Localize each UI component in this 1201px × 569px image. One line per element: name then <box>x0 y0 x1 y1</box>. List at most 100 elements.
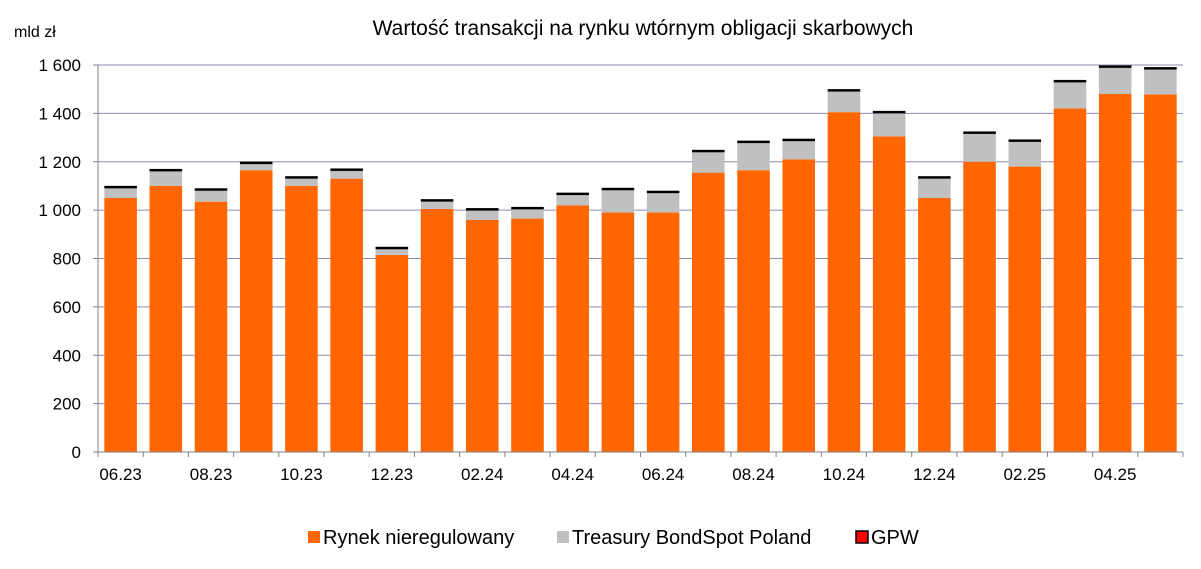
bar-segment-2 <box>1008 141 1042 167</box>
legend-label-2: Treasury BondSpot Poland <box>572 527 811 549</box>
x-tick-label: 08.24 <box>732 465 775 484</box>
bars <box>104 65 1177 453</box>
x-tick-label: 10.23 <box>280 465 323 484</box>
bar-segment-2 <box>285 178 318 186</box>
bar-segment-3 <box>465 208 499 211</box>
x-tick-label: 02.25 <box>1003 465 1046 484</box>
y-tick-label: 200 <box>53 395 81 414</box>
y-tick-label: 1 600 <box>38 56 81 75</box>
bar-segment-2 <box>1053 82 1087 109</box>
y-axis-unit-label: mld zł <box>14 24 56 41</box>
bar-segment-2 <box>963 133 996 162</box>
y-tick-label: 1 400 <box>38 104 81 123</box>
y-tick-label: 1 000 <box>38 201 81 220</box>
bar-segment-1 <box>1008 166 1042 452</box>
bar-segment-2 <box>601 190 635 213</box>
bar-segment-1 <box>918 198 951 452</box>
chart-title: Wartość transakcji na rynku wtórnym obli… <box>373 17 914 40</box>
y-tick-label: 800 <box>53 250 81 269</box>
bar-segment-1 <box>737 170 770 452</box>
axes <box>93 64 1184 457</box>
bar-segment-1 <box>420 208 454 452</box>
bar-segment-3 <box>420 199 454 202</box>
bar-segment-3 <box>1053 79 1087 83</box>
bar-segment-2 <box>330 170 363 179</box>
bar-segment-1 <box>646 212 680 452</box>
bar-segment-2 <box>375 249 409 255</box>
bar-segment-3 <box>963 131 996 134</box>
x-tick-label: 08.23 <box>190 465 233 484</box>
bar-segment-1 <box>827 112 861 453</box>
x-tick-label: 04.24 <box>551 465 594 484</box>
x-tick-label: 06.23 <box>99 465 142 484</box>
legend-swatch-3 <box>855 530 869 544</box>
bar-segment-3 <box>782 138 816 142</box>
bar-segment-2 <box>737 143 770 171</box>
y-tick-label: 400 <box>53 346 81 365</box>
bar-segment-1 <box>285 185 318 452</box>
bar-segment-2 <box>465 210 499 220</box>
legend-swatch-1 <box>308 531 320 543</box>
bar-segment-1 <box>963 161 996 452</box>
bar-segment-1 <box>782 159 816 453</box>
bar-segment-2 <box>827 91 861 113</box>
bar-segment-2 <box>556 195 589 206</box>
legend: Rynek nieregulowany Treasury BondSpot Pol… <box>308 527 919 549</box>
bar-segment-1 <box>1053 108 1087 452</box>
bar-segment-2 <box>1144 69 1177 95</box>
bar-segment-2 <box>239 164 273 171</box>
bar-segment-3 <box>827 89 861 92</box>
bar-segment-2 <box>1098 67 1132 95</box>
bar-segment-3 <box>194 188 228 191</box>
bar-segment-1 <box>511 218 544 452</box>
bar-segment-3 <box>1098 65 1132 68</box>
x-tick-label: 06.24 <box>642 465 685 484</box>
bar-segment-2 <box>646 193 680 213</box>
bar-segment-3 <box>330 168 363 171</box>
bar-segment-1 <box>1098 94 1132 453</box>
y-tick-label: 1 200 <box>38 153 81 172</box>
bar-segment-3 <box>511 206 544 210</box>
bar-segment-2 <box>918 178 951 199</box>
gridlines <box>98 64 1183 405</box>
bar-segment-3 <box>104 185 137 189</box>
y-tick-labels: 0 200 400 600 800 1 000 1 200 1 400 1 600 <box>38 56 81 462</box>
bar-segment-2 <box>511 209 544 219</box>
bar-segment-3 <box>149 168 183 172</box>
y-tick-label: 600 <box>53 298 81 317</box>
bar-segment-1 <box>330 178 363 452</box>
x-tick-label: 12.23 <box>371 465 414 484</box>
x-tick-label: 02.24 <box>461 465 504 484</box>
bar-segment-3 <box>692 149 725 153</box>
bar-segment-3 <box>737 140 770 144</box>
legend-swatch-2 <box>557 531 569 543</box>
bar-segment-1 <box>1144 94 1177 452</box>
x-tick-labels: 06.23 08.23 10.23 12.23 02.24 04.24 06.24 08.24… <box>99 465 1136 484</box>
bar-segment-1 <box>601 212 635 452</box>
bar-segment-1 <box>556 205 589 452</box>
bar-segment-1 <box>104 198 137 452</box>
bar-segment-2 <box>194 190 228 202</box>
bar-segment-2 <box>872 113 906 137</box>
bar-segment-3 <box>239 161 273 165</box>
legend-label-1: Rynek nieregulowany <box>323 527 514 549</box>
x-tick-label: 10.24 <box>823 465 866 484</box>
bar-segment-1 <box>872 136 906 452</box>
bar-segment-2 <box>692 152 725 173</box>
bar-segment-3 <box>918 176 951 179</box>
bar-segment-3 <box>556 192 589 196</box>
bar-segment-3 <box>646 190 680 194</box>
bar-segment-1 <box>149 185 183 452</box>
bar-segment-3 <box>1144 67 1177 70</box>
bar-segment-2 <box>104 188 137 199</box>
bar-segment-3 <box>375 246 409 250</box>
bar-segment-3 <box>285 176 318 179</box>
bar-segment-1 <box>239 170 273 452</box>
x-tick-label: 12.24 <box>913 465 956 484</box>
bar-segment-3 <box>872 110 906 114</box>
y-tick-label: 0 <box>72 443 81 462</box>
bar-segment-2 <box>420 201 454 209</box>
bar-segment-2 <box>149 171 183 186</box>
